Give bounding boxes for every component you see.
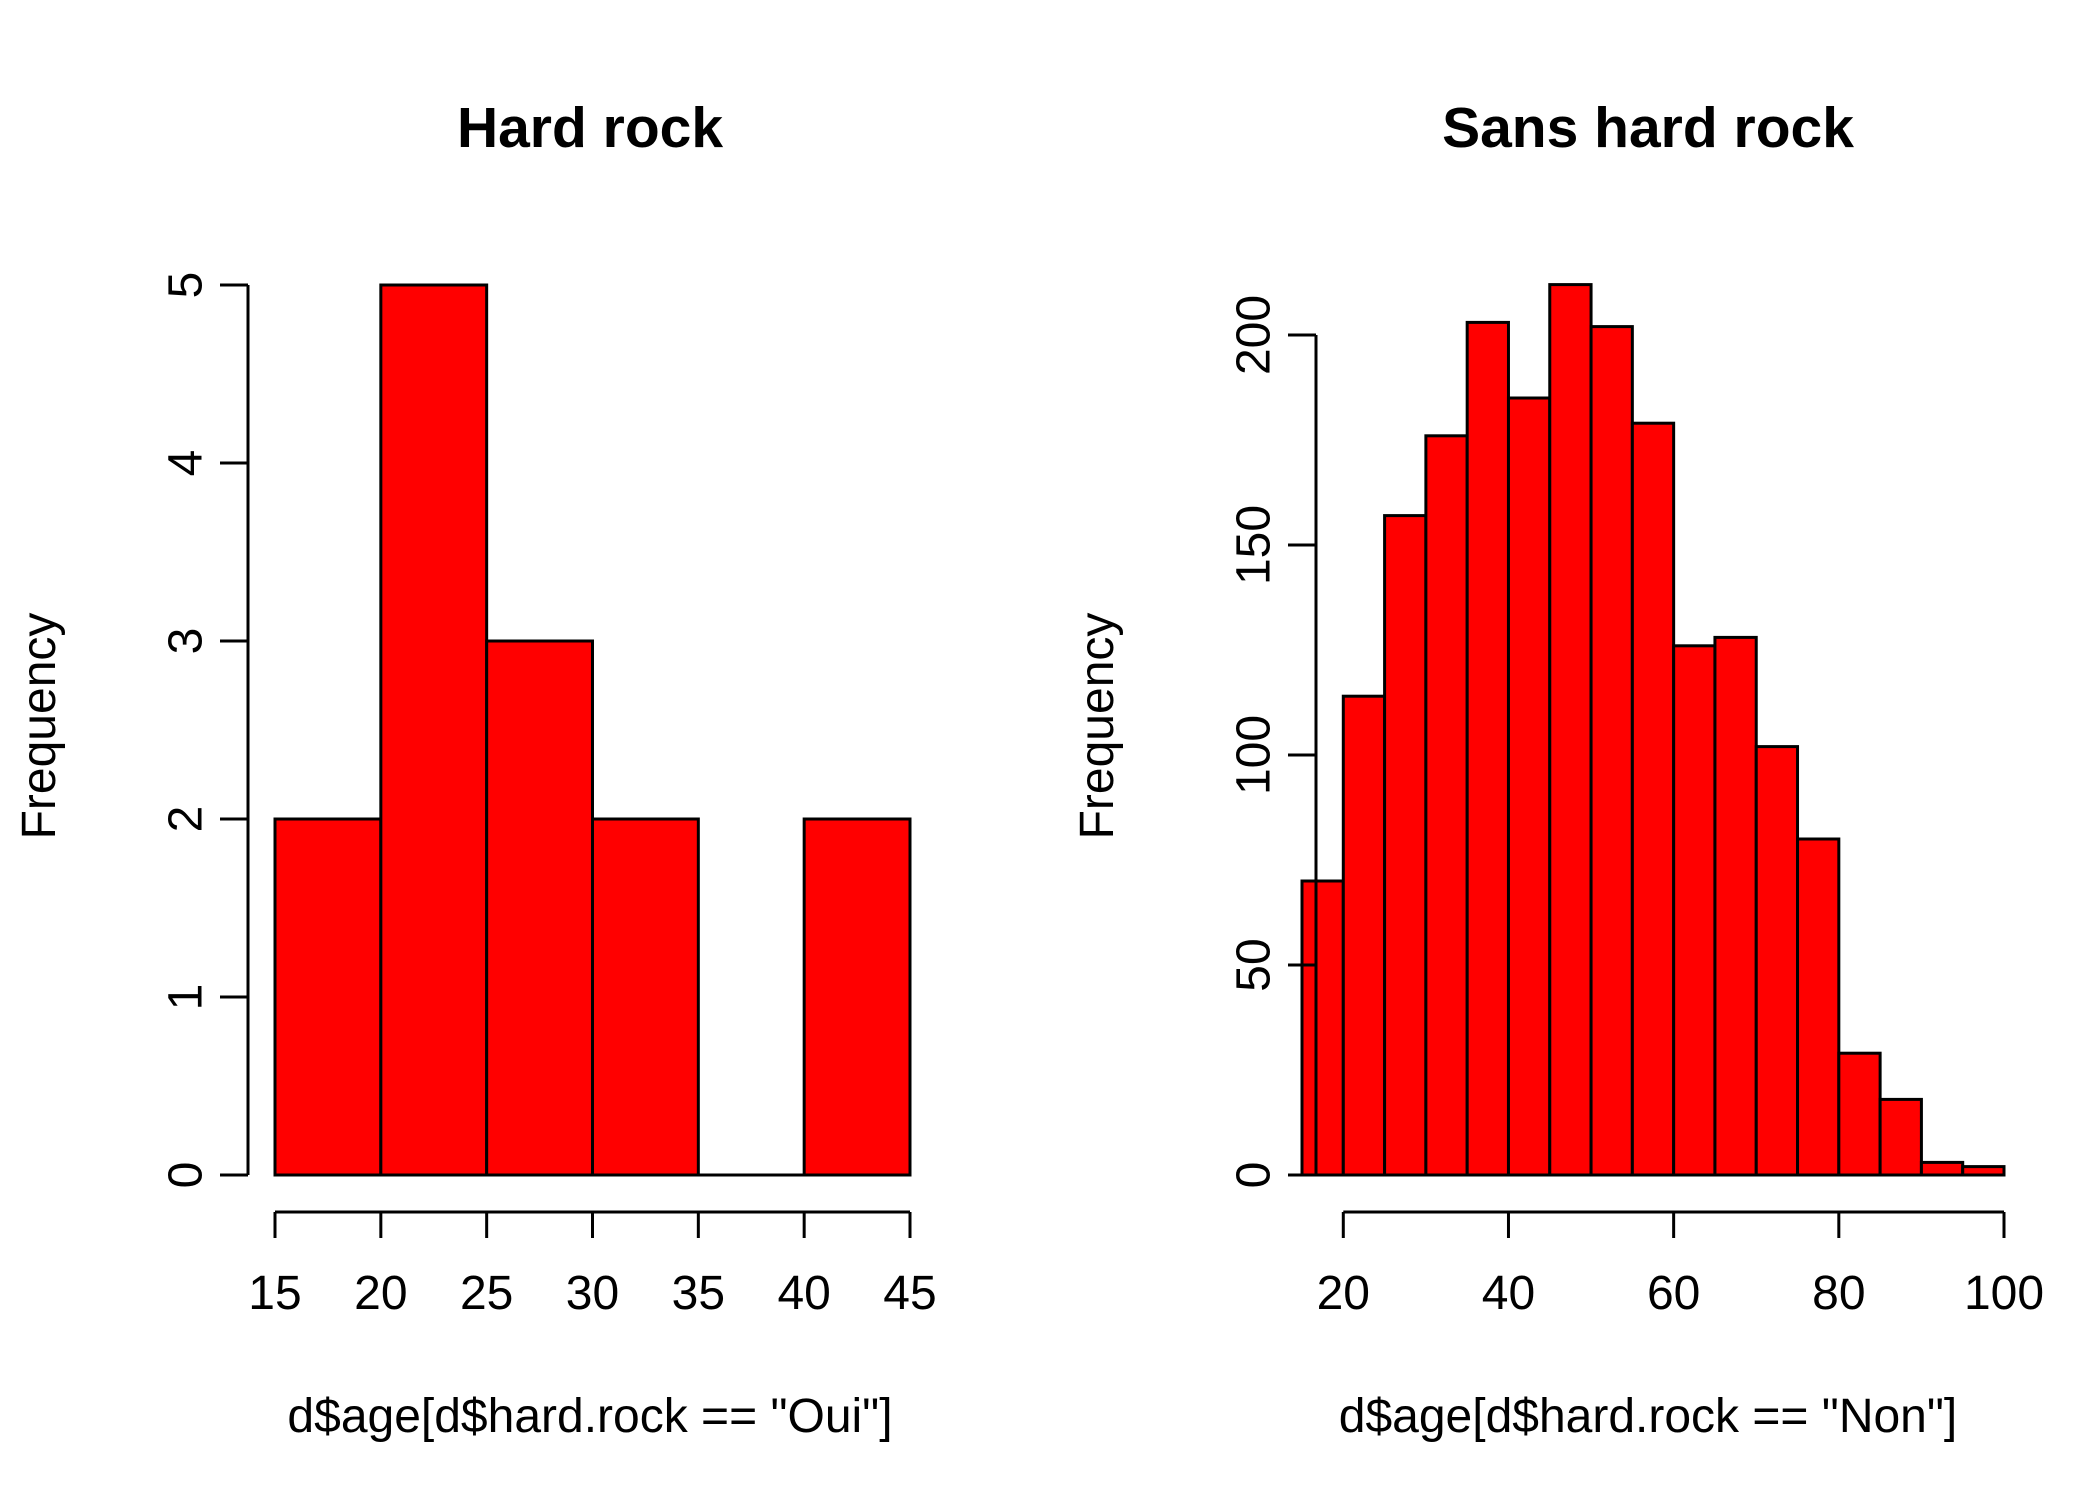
chart-title: Hard rock [457,96,723,160]
y-tick-label: 0 [160,1162,213,1189]
histogram-bar [802,817,912,1177]
x-tick-label: 100 [1964,1267,2044,1320]
x-tick-label: 45 [883,1267,936,1320]
histogram-bar [379,283,489,1177]
chart-title: Sans hard rock [1442,96,1854,160]
histogram-bar [1506,396,1552,1177]
y-tick-label: 4 [160,450,213,477]
bars-group [1300,283,2006,1177]
histogram-bar [1878,1097,1923,1177]
y-tick-label: 3 [160,628,213,655]
histogram-bar [1630,421,1676,1177]
y-tick-label: 150 [1228,505,1281,585]
histogram-bar [1754,745,1800,1177]
panel-sans-hard-rock: Sans hard rock d$age[d$hard.rock == "Non… [1071,96,2044,1443]
y-tick-label: 5 [160,272,213,299]
histogram-bar [1837,1051,1882,1177]
x-tick-label: 35 [672,1267,725,1320]
histogram-bar [273,817,383,1177]
histogram-bar [1383,514,1428,1177]
y-tick-label: 50 [1228,938,1281,991]
x-axis: 15 20 25 30 35 40 45 [248,1210,937,1320]
x-tick-label: 40 [1482,1267,1535,1320]
x-tick-label: 20 [1317,1267,1370,1320]
x-tick-label: 40 [777,1267,830,1320]
y-axis-label: Frequency [1071,613,1124,840]
histogram-bar [1589,325,1634,1177]
x-axis-label: d$age[d$hard.rock == "Oui"] [287,1390,892,1443]
x-tick-label: 20 [354,1267,407,1320]
x-tick-label: 80 [1812,1267,1865,1320]
histogram-bar [1548,283,1593,1177]
histogram-bar [485,639,594,1177]
panel-hard-rock: Hard rock d$age[d$hard.rock == "Oui"] Fr… [13,96,937,1443]
x-axis: 20 40 60 80 100 [1317,1210,2044,1320]
histogram-bar [1424,434,1469,1177]
y-axis: 0 1 2 3 4 5 [160,272,250,1189]
histogram-bar [1300,879,1345,1177]
histogram-bar [1672,644,1717,1177]
y-tick-label: 0 [1228,1162,1281,1189]
y-axis-label: Frequency [13,613,66,840]
histogram-bar [1713,635,1758,1177]
y-tick-label: 200 [1228,295,1281,375]
histogram-bar [1919,1160,1965,1177]
x-tick-label: 25 [460,1267,513,1320]
histogram-bar [591,817,700,1177]
histogram-bar [1796,837,1841,1177]
histogram-bar [1465,320,1510,1177]
histogram-bar [1341,694,1387,1177]
x-tick-label: 30 [566,1267,619,1320]
y-tick-label: 1 [160,984,213,1011]
y-tick-label: 2 [160,806,213,833]
y-tick-label: 100 [1228,715,1281,795]
bars-group [273,283,912,1177]
histogram-bar [1961,1165,2006,1177]
y-axis: 0 50 100 150 200 [1228,295,1318,1189]
x-axis-label: d$age[d$hard.rock == "Non"] [1339,1390,1958,1443]
x-tick-label: 60 [1647,1267,1700,1320]
x-tick-label: 15 [248,1267,301,1320]
